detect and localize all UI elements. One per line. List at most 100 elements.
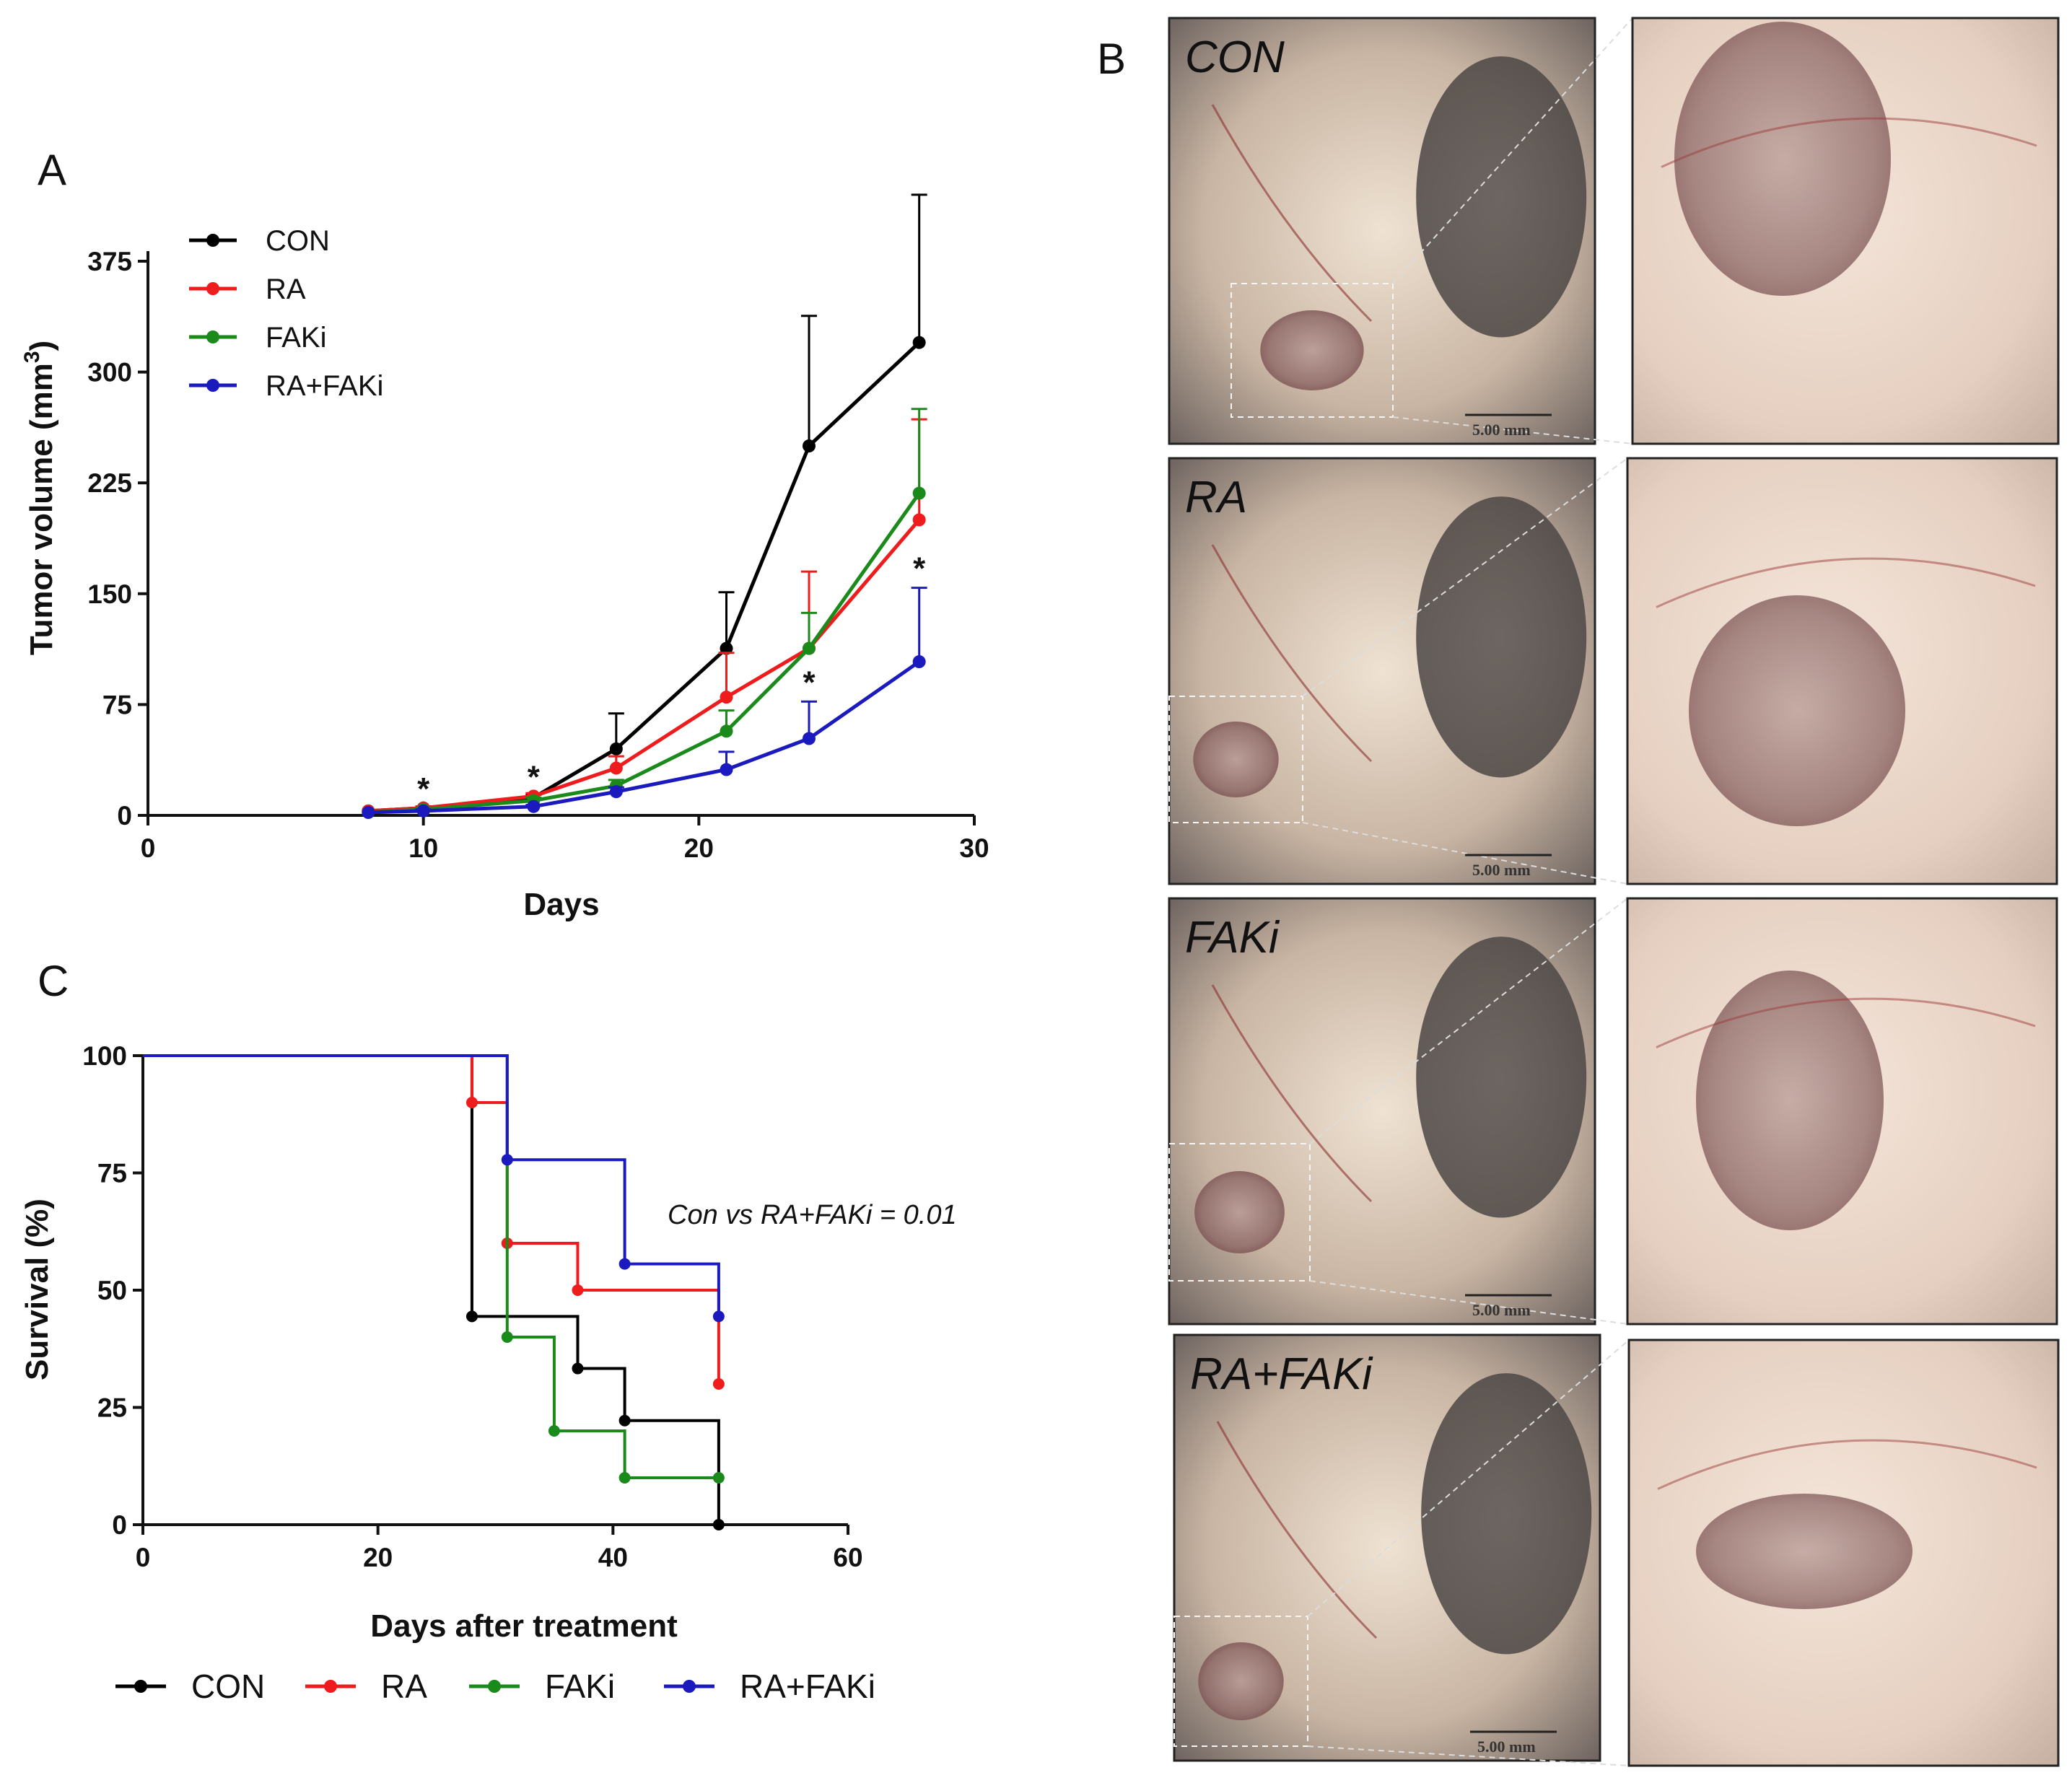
x-tick-label: 30: [959, 833, 989, 863]
legend-label: RA+FAKi: [740, 1668, 875, 1705]
censor-marker: [618, 1414, 631, 1427]
survival-series-con: [143, 1054, 725, 1530]
data-point: [527, 799, 541, 813]
series-con: [362, 193, 927, 818]
data-point: [803, 732, 816, 745]
significance-star: *: [417, 771, 430, 807]
chart-c-series: [143, 1054, 725, 1530]
chart-a-x-axis-title: Days: [523, 887, 599, 922]
chart-a-y-axis-title-sup: 3: [20, 351, 44, 363]
data-point: [912, 336, 926, 349]
zoom-connector: [1392, 17, 1633, 284]
legend-label: RA: [381, 1668, 427, 1705]
censor-marker: [712, 1310, 725, 1323]
zoom-box: [1168, 696, 1303, 823]
tumor-region: [1198, 1642, 1284, 1720]
legend-swatch-dot: [683, 1680, 696, 1693]
chart-c-annotation: Con vs RA+FAKi = 0.01: [668, 1200, 957, 1230]
legend-label: RA+FAKi: [266, 370, 383, 402]
scale-bar-label: 5.00 mm: [1472, 1301, 1531, 1319]
legend-swatch-dot: [324, 1680, 337, 1693]
blood-vessel: [1657, 1439, 2037, 1490]
blood-vessel: [1211, 544, 1373, 763]
y-tick-label: 25: [97, 1393, 127, 1423]
panel-label-c: C: [38, 957, 69, 1005]
zoom-box: [1230, 283, 1394, 418]
legend-swatch-dot: [134, 1680, 147, 1693]
censor-marker: [465, 1097, 478, 1108]
censor-marker: [501, 1331, 513, 1343]
survival-step-line: [143, 1054, 720, 1317]
dark-tissue: [1421, 1373, 1592, 1655]
data-point: [362, 805, 375, 819]
data-point: [416, 804, 430, 818]
zoom-connector: [1302, 457, 1628, 697]
photo-row-ra: 5.00 mm RA: [1168, 457, 2058, 885]
data-point: [720, 763, 733, 776]
legend-label: RA: [266, 273, 306, 305]
censor-marker: [712, 1378, 725, 1390]
data-point: [803, 641, 816, 655]
blood-vessel: [1656, 997, 2036, 1048]
legend-label: FAKi: [266, 322, 326, 354]
photo-panel: 5.00 mm CON 5.00 mm RA 5.00 mm FAKi 5.00 mm RA+…: [1168, 17, 2060, 1767]
censor-marker: [548, 1425, 560, 1437]
zoom-connector: [1309, 1280, 1628, 1325]
dark-tissue: [1416, 56, 1587, 338]
blood-vessel: [1211, 984, 1373, 1203]
y-tick-label: 225: [87, 468, 132, 498]
x-tick-label: 40: [598, 1543, 628, 1572]
scale-bar-label: 5.00 mm: [1477, 1738, 1536, 1756]
censor-marker: [618, 1472, 631, 1484]
x-tick-label: 10: [408, 833, 438, 863]
photo-row-ra-plus-faki: 5.00 mm RA+FAKi: [1173, 1333, 2060, 1767]
y-tick-label: 75: [102, 690, 132, 719]
significance-star: *: [913, 551, 926, 587]
y-tick-label: 50: [97, 1276, 127, 1305]
tumor-zoomed: [1696, 1494, 1913, 1609]
legend-swatch-dot: [206, 330, 219, 343]
censor-marker: [712, 1472, 725, 1484]
y-tick-label: 0: [117, 801, 132, 831]
chart-a-axes: [147, 251, 974, 817]
y-tick-label: 0: [112, 1510, 127, 1540]
significance-star: *: [803, 665, 816, 700]
chart-a-y-axis-title-main: Tumor volume (mm: [24, 363, 59, 655]
survival-step-line: [143, 1054, 719, 1479]
data-point: [912, 486, 926, 500]
series-faki: [362, 408, 927, 819]
series-line: [368, 660, 921, 815]
dark-tissue: [1416, 937, 1587, 1218]
x-tick-label: 60: [833, 1543, 862, 1572]
panel-label-a: A: [38, 146, 66, 194]
tumor-region: [1194, 1171, 1285, 1253]
zoom-connector: [1302, 822, 1628, 885]
zoom-connector: [1307, 1745, 1630, 1766]
tumor-region: [1260, 310, 1364, 390]
tumor-zoomed: [1689, 595, 1905, 826]
photo-label: FAKi: [1185, 913, 1280, 963]
survival-series-ra: [143, 1054, 725, 1390]
legend-label: CON: [191, 1668, 265, 1705]
photo-label: RA+FAKi: [1190, 1349, 1373, 1399]
series-ra-plus-faki: [362, 587, 927, 819]
tumor-region: [1193, 722, 1279, 797]
legend-swatch-dot: [206, 234, 219, 247]
blood-vessel: [1661, 117, 2037, 168]
photo-label: CON: [1185, 32, 1285, 82]
blood-vessel: [1216, 1421, 1378, 1639]
tumor-zoomed: [1674, 22, 1891, 296]
zoom-box: [1168, 1143, 1311, 1282]
y-tick-label: 375: [87, 247, 132, 276]
chart-a-series: [362, 193, 927, 819]
y-tick-label: 150: [87, 579, 132, 609]
chart-a-y-axis-title-close: ): [24, 341, 59, 351]
data-point: [720, 691, 733, 704]
censor-marker: [465, 1310, 478, 1323]
chart-c-ticks: 0 20 40 60 0 25 50 75 100: [82, 1041, 862, 1572]
scale-bar-label: 5.00 mm: [1472, 861, 1531, 879]
x-tick-label: 20: [684, 833, 714, 863]
chart-a-legend: CON RA FAKi RA+FAKi: [189, 225, 383, 402]
